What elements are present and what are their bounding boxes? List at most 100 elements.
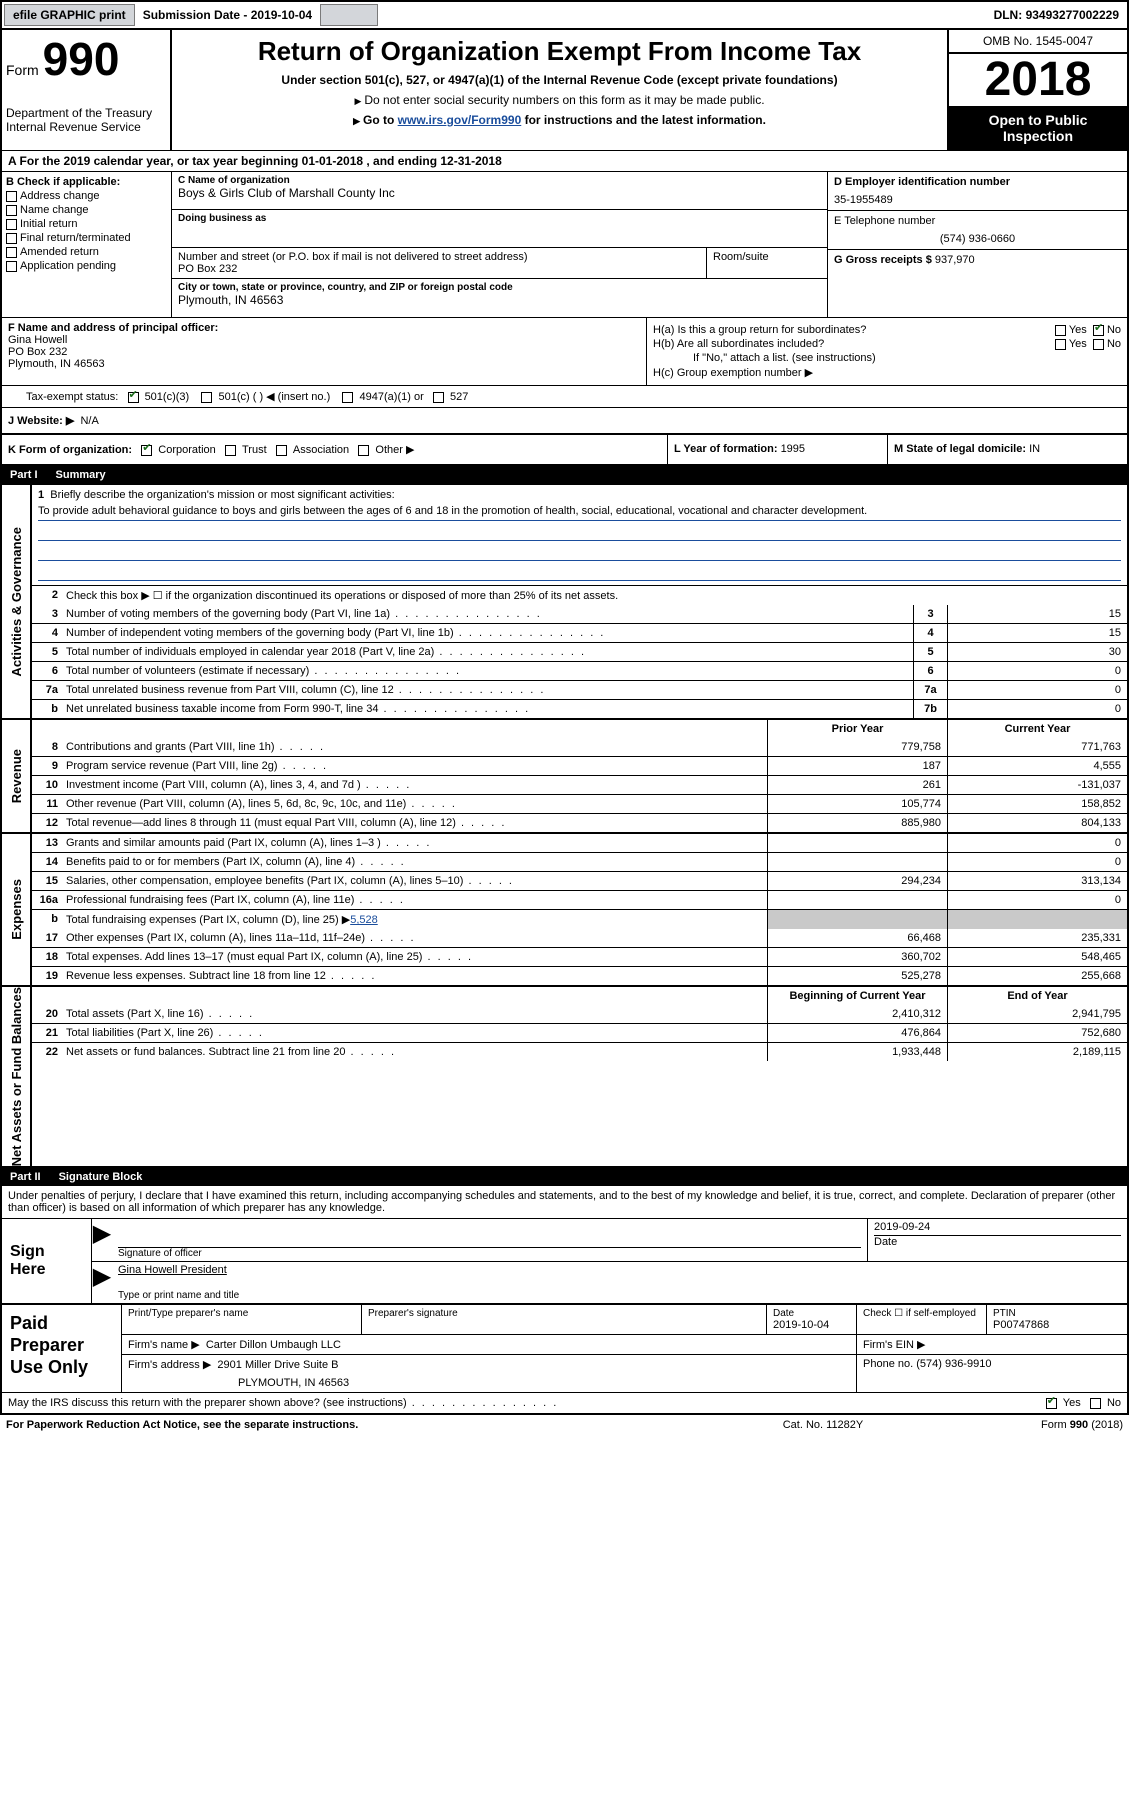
sig-arrow-icon: ▶ xyxy=(92,1219,112,1261)
revenue-line-8: 8Contributions and grants (Part VIII, li… xyxy=(32,738,1127,756)
prep-row-addr: Firm's address ▶ 2901 Miller Drive Suite… xyxy=(122,1355,1127,1392)
revenue-line-11: 11Other revenue (Part VIII, column (A), … xyxy=(32,794,1127,813)
part1-bar: Part I Summary xyxy=(2,464,1127,484)
box-k: K Form of organization: Corporation Trus… xyxy=(2,435,667,464)
box-i: Tax-exempt status: 501(c)(3) 501(c) ( ) … xyxy=(2,385,1127,407)
part2-bar: Part II Signature Block xyxy=(2,1166,1127,1186)
expense-line-14: 14Benefits paid to or for members (Part … xyxy=(32,852,1127,871)
top-toolbar: efile GRAPHIC print Submission Date - 20… xyxy=(0,0,1129,30)
vtab-revenue: Revenue xyxy=(2,720,32,832)
signature-declaration: Under penalties of perjury, I declare th… xyxy=(2,1186,1127,1218)
org-name-cell: C Name of organization Boys & Girls Club… xyxy=(172,172,827,210)
form-frame: Form 990 Department of the Treasury Inte… xyxy=(0,30,1129,1415)
cb-501c[interactable] xyxy=(201,392,212,403)
section-expenses: Expenses 13Grants and similar amounts pa… xyxy=(2,832,1127,985)
sign-here-label: Sign Here xyxy=(2,1219,92,1303)
officer-signature-field[interactable]: Signature of officer xyxy=(112,1219,867,1261)
omb-number: OMB No. 1545-0047 xyxy=(949,30,1127,54)
submission-label: Submission Date - 2019-10-04 xyxy=(139,8,316,22)
row-klm: K Form of organization: Corporation Trus… xyxy=(2,433,1127,464)
cb-discuss-no[interactable] xyxy=(1090,1398,1101,1409)
irs-form990-link[interactable]: www.irs.gov/Form990 xyxy=(398,113,522,127)
form-title: Return of Organization Exempt From Incom… xyxy=(182,36,937,67)
box-e: E Telephone number (574) 936-0660 xyxy=(828,211,1127,250)
gov-line-5: 5Total number of individuals employed in… xyxy=(32,642,1127,661)
sig-date: 2019-09-24 Date xyxy=(867,1219,1127,1261)
cb-association[interactable] xyxy=(276,445,287,456)
expense-line-13: 13Grants and similar amounts paid (Part … xyxy=(32,834,1127,852)
page-footer: For Paperwork Reduction Act Notice, see … xyxy=(0,1415,1129,1435)
box-f: F Name and address of principal officer:… xyxy=(2,318,647,385)
cb-address-change[interactable]: Address change xyxy=(6,190,167,202)
cb-initial-return[interactable]: Initial return xyxy=(6,218,167,230)
box-deg: D Employer identification number 35-1955… xyxy=(827,172,1127,317)
line-16b: b Total fundraising expenses (Part IX, c… xyxy=(32,909,1127,929)
expense-line-16a: 16aProfessional fundraising fees (Part I… xyxy=(32,890,1127,909)
line-1-mission: 1 Briefly describe the organization's mi… xyxy=(32,485,1127,585)
street-row: Number and street (or P.O. box if mail i… xyxy=(172,248,827,279)
cb-other[interactable] xyxy=(358,445,369,456)
gov-line-b: bNet unrelated business taxable income f… xyxy=(32,699,1127,718)
blank-button[interactable] xyxy=(320,4,378,26)
expense-line-18: 18Total expenses. Add lines 13–17 (must … xyxy=(32,947,1127,966)
expense-line-15: 15Salaries, other compensation, employee… xyxy=(32,871,1127,890)
net-line-20: 20Total assets (Part X, line 16)2,410,31… xyxy=(32,1005,1127,1023)
net-line-22: 22Net assets or fund balances. Subtract … xyxy=(32,1042,1127,1061)
box-m: M State of legal domicile: IN xyxy=(887,435,1127,464)
vtab-expenses: Expenses xyxy=(2,834,32,985)
city-cell: City or town, state or province, country… xyxy=(172,279,827,317)
section-net-assets: Net Assets or Fund Balances Beginning of… xyxy=(2,985,1127,1166)
gov-line-3: 3Number of voting members of the governi… xyxy=(32,605,1127,623)
net-header: Beginning of Current Year End of Year xyxy=(32,987,1127,1005)
revenue-header: Prior Year Current Year xyxy=(32,720,1127,738)
form-header: Form 990 Department of the Treasury Inte… xyxy=(2,30,1127,150)
box-d: D Employer identification number 35-1955… xyxy=(828,172,1127,211)
sign-here-block: Sign Here ▶ Signature of officer 2019-09… xyxy=(2,1218,1127,1303)
section-revenue: Revenue Prior Year Current Year 8Contrib… xyxy=(2,718,1127,832)
tax-year: 2018 xyxy=(949,54,1127,106)
row-fh: F Name and address of principal officer:… xyxy=(2,317,1127,385)
prep-row-firm: Firm's name ▶ Carter Dillon Umbaugh LLC … xyxy=(122,1335,1127,1355)
dept-treasury: Department of the Treasury xyxy=(6,106,166,120)
instructions-link-line: Go to www.irs.gov/Form990 for instructio… xyxy=(182,113,937,127)
cb-amended-return[interactable]: Amended return xyxy=(6,246,167,258)
h-c: H(c) Group exemption number ▶ xyxy=(653,366,1121,379)
dba-cell: Doing business as xyxy=(172,210,827,248)
cb-name-change[interactable]: Name change xyxy=(6,204,167,216)
paid-preparer-label: Paid Preparer Use Only xyxy=(2,1305,122,1392)
revenue-line-10: 10Investment income (Part VIII, column (… xyxy=(32,775,1127,794)
cb-discuss-yes[interactable] xyxy=(1046,1398,1057,1409)
cb-527[interactable] xyxy=(433,392,444,403)
revenue-line-12: 12Total revenue—add lines 8 through 11 (… xyxy=(32,813,1127,832)
gov-line-4: 4Number of independent voting members of… xyxy=(32,623,1127,642)
gov-line-7a: 7aTotal unrelated business revenue from … xyxy=(32,680,1127,699)
header-right: OMB No. 1545-0047 2018 Open to Public In… xyxy=(947,30,1127,150)
header-title-block: Return of Organization Exempt From Incom… xyxy=(172,30,947,150)
form-number: Form 990 xyxy=(6,36,166,82)
officer-name-field: Gina Howell President Type or print name… xyxy=(112,1262,1127,1303)
gov-line-6: 6Total number of volunteers (estimate if… xyxy=(32,661,1127,680)
fundraising-link[interactable]: 5,528 xyxy=(350,914,378,926)
open-inspection: Open to Public Inspection xyxy=(949,106,1127,150)
box-h: H(a) Is this a group return for subordin… xyxy=(647,318,1127,385)
expense-line-17: 17Other expenses (Part IX, column (A), l… xyxy=(32,929,1127,947)
box-b: B Check if applicable: Address change Na… xyxy=(2,172,172,317)
cb-trust[interactable] xyxy=(225,445,236,456)
cb-501c3[interactable] xyxy=(128,392,139,403)
revenue-line-9: 9Program service revenue (Part VIII, lin… xyxy=(32,756,1127,775)
efile-print-button[interactable]: efile GRAPHIC print xyxy=(4,4,135,26)
prep-row-1: Print/Type preparer's name Preparer's si… xyxy=(122,1305,1127,1335)
cb-final-return[interactable]: Final return/terminated xyxy=(6,232,167,244)
form-subtitle: Under section 501(c), 527, or 4947(a)(1)… xyxy=(182,73,937,87)
irs-label: Internal Revenue Service xyxy=(6,120,166,134)
ssn-warning: Do not enter social security numbers on … xyxy=(182,93,937,107)
h-b-note: If "No," attach a list. (see instruction… xyxy=(653,352,1121,364)
cb-corporation[interactable] xyxy=(141,445,152,456)
header-left: Form 990 Department of the Treasury Inte… xyxy=(2,30,172,150)
cb-4947[interactable] xyxy=(342,392,353,403)
discuss-row: May the IRS discuss this return with the… xyxy=(2,1392,1127,1413)
line-a: A For the 2019 calendar year, or tax yea… xyxy=(2,150,1127,171)
cb-application-pending[interactable]: Application pending xyxy=(6,260,167,272)
h-b: H(b) Are all subordinates included? Yes … xyxy=(653,338,1121,350)
paid-preparer-block: Paid Preparer Use Only Print/Type prepar… xyxy=(2,1303,1127,1392)
